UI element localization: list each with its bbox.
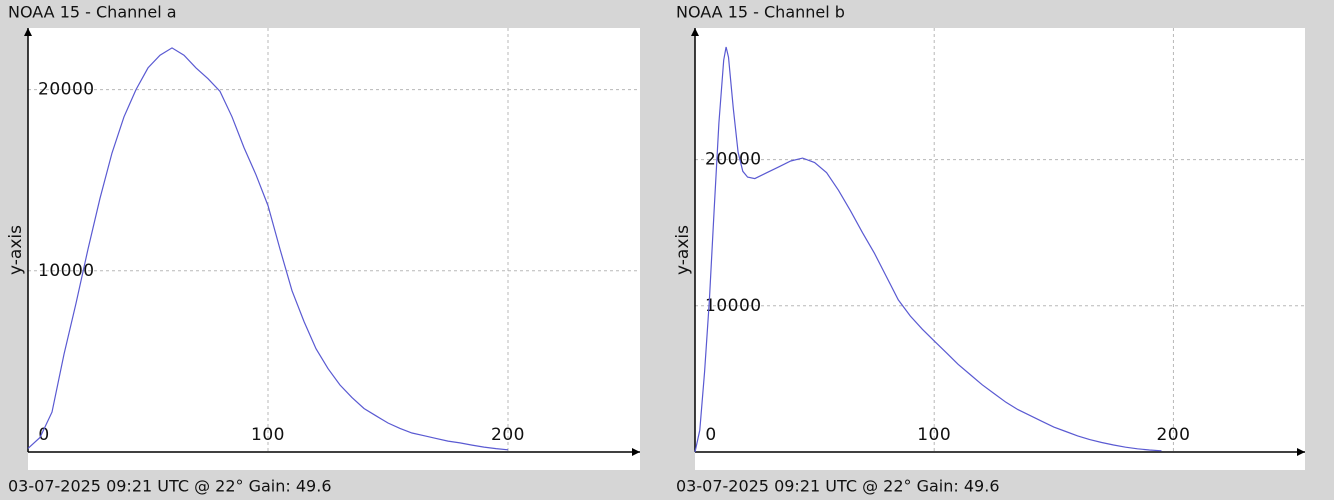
y-axis-label: y-axis bbox=[673, 225, 693, 275]
y-tick-label: 20000 bbox=[705, 150, 762, 170]
footer: 03-07-2025 09:21 UTC @ 22° Gain: 49.6 bbox=[8, 477, 332, 496]
plot-area bbox=[695, 28, 1305, 470]
y-tick-label: 10000 bbox=[38, 261, 95, 281]
y-axis-arrow bbox=[691, 28, 699, 36]
footer: 03-07-2025 09:21 UTC @ 22° Gain: 49.6 bbox=[676, 477, 1000, 496]
plot-area bbox=[28, 28, 640, 470]
x-axis-arrow bbox=[632, 448, 640, 456]
data-line bbox=[27, 47, 509, 451]
x-tick-label: 0 bbox=[705, 425, 716, 445]
y-axis-label: y-axis bbox=[6, 225, 26, 275]
chart-panel: NOAA 15 - Channel a 03-07-2025 09:21 UTC … bbox=[6, 3, 640, 496]
y-axis-arrow bbox=[24, 28, 32, 36]
chart-title: NOAA 15 - Channel b bbox=[676, 3, 845, 22]
chart-panel: NOAA 15 - Channel b 03-07-2025 09:21 UTC … bbox=[673, 3, 1305, 496]
x-tick-label: 0 bbox=[38, 425, 49, 445]
y-tick-label: 10000 bbox=[705, 296, 762, 316]
y-tick-label: 20000 bbox=[38, 80, 95, 100]
chart-title: NOAA 15 - Channel a bbox=[8, 3, 177, 22]
x-tick-label: 100 bbox=[251, 425, 285, 445]
x-tick-label: 200 bbox=[1156, 425, 1190, 445]
x-tick-label: 200 bbox=[491, 425, 525, 445]
x-tick-label: 100 bbox=[917, 425, 951, 445]
x-axis-arrow bbox=[1297, 448, 1305, 456]
data-line bbox=[694, 46, 1162, 453]
